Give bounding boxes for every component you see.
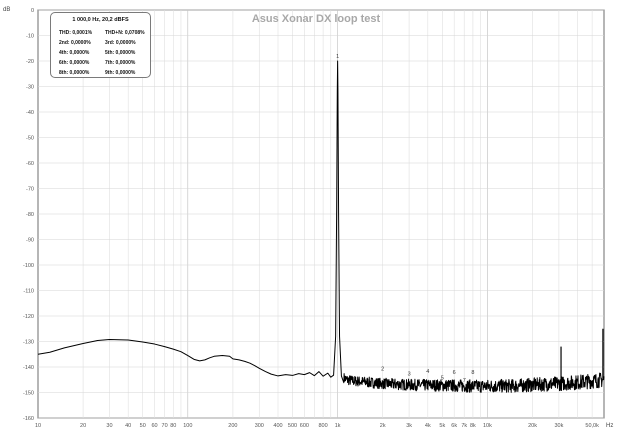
info-heading: 1 000,0 Hz, 20,2 dBFS [72,17,129,23]
y-tick-label: -150 [23,391,34,397]
x-tick-label: 70 [162,423,168,429]
x-tick-label: 500 [288,423,297,429]
x-tick-label: 400 [273,423,282,429]
x-tick-label: 30k [554,423,563,429]
x-tick-label: 30 [106,423,112,429]
harmonic-marker-label: 1 [336,54,339,60]
harmonic-marker-label: 7 [463,378,466,384]
x-tick-label: 100 [183,423,192,429]
harmonic-marker-label: 6 [453,370,456,376]
grid [38,9,604,419]
x-tick-label: 10 [35,423,41,429]
x-tick-label: 200 [228,423,237,429]
y-tick-label: -40 [26,110,34,116]
y-tick-label: -110 [23,289,34,295]
x-tick-label: 1k [335,423,341,429]
x-tick-label: 20k [528,423,537,429]
x-tick-labels: 10 20 30 40 50 60 70 80 100 200 300 400 500 600 800 1k 2… [35,423,599,429]
x-tick-label: 800 [319,423,328,429]
x-unit-label: Hz [606,423,613,429]
x-tick-label: 8k [470,423,476,429]
y-unit-label: dB [3,7,10,13]
harmonic-marker-label: 8 [471,370,474,376]
y-tick-label: -50 [26,136,34,142]
y-tick-label: -100 [23,263,34,269]
x-tick-label: 50 [140,423,146,429]
x-tick-label: 4k [425,423,431,429]
x-tick-label: 3k [406,423,412,429]
y-tick-label: -70 [26,187,34,193]
info-value: 7th: 0,0000% [105,60,136,66]
y-tick-label: -90 [26,238,34,244]
y-tick-label: -160 [23,416,34,422]
y-tick-label: -30 [26,85,34,91]
harmonic-markers: 1 2 3 4 5 6 78 [336,54,474,384]
info-value: 2nd: 0,0000% [59,40,91,46]
info-value: THD+N: 0,0708% [105,30,145,36]
info-box: 1 000,0 Hz, 20,2 dBFS THD: 0,0001% THD+N:… [50,12,151,78]
info-value: 4th: 0,0000% [59,50,90,56]
y-tick-label: -10 [26,34,34,40]
y-tick-label: -60 [26,161,34,167]
harmonic-marker-label: 3 [408,371,411,377]
y-tick-label: 0 [31,8,34,14]
y-tick-label: -20 [26,59,34,65]
spectrum-line [37,60,605,393]
x-tick-label: 600 [300,423,309,429]
x-tick-label: 60 [152,423,158,429]
info-value: 9th: 0,0000% [105,70,136,76]
y-tick-label: -80 [26,212,34,218]
x-tick-label: 7k [461,423,467,429]
x-tick-label: 10k [483,423,492,429]
harmonic-marker-label: 2 [381,366,384,372]
y-tick-label: -120 [23,314,34,320]
x-tick-label: 2k [380,423,386,429]
x-tick-label: 80 [170,423,176,429]
info-value: 5th: 0,0000% [105,50,136,56]
x-tick-label: 6k [451,423,457,429]
series-group [37,60,605,393]
y-tick-labels: 0 -10 -20 -30 -40 -50 -60 -70 -80 -90 -100 -110 -120… [23,8,34,422]
y-tick-label: -130 [23,340,34,346]
harmonic-marker-label: 5 [441,375,444,381]
info-value: 3rd: 0,0000% [105,40,136,46]
harmonic-marker-label: 4 [426,369,429,375]
y-tick-label: -140 [23,365,34,371]
x-tick-label: 20 [80,423,86,429]
x-tick-label: 300 [255,423,264,429]
info-value: THD: 0,0001% [59,30,93,36]
info-value: 6th: 0,0000% [59,60,90,66]
x-tick-label: 50,0k [585,423,599,429]
chart-title: Asus Xonar DX loop test [252,13,381,25]
x-tick-label: 5k [439,423,445,429]
x-tick-label: 40 [125,423,131,429]
info-value: 8th: 0,0000% [59,70,90,76]
